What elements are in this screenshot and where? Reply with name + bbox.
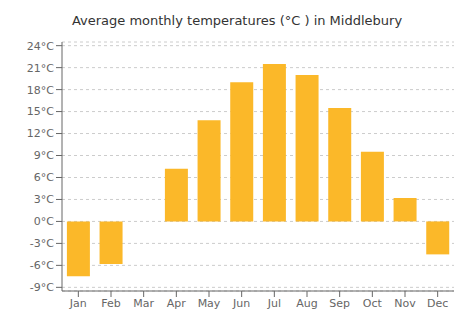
svg-text:18°C: 18°C xyxy=(27,84,54,97)
svg-text:9°C: 9°C xyxy=(34,149,54,162)
svg-text:0°C: 0°C xyxy=(34,215,54,228)
svg-text:24°C: 24°C xyxy=(27,40,54,53)
svg-text:Sep: Sep xyxy=(329,297,350,310)
svg-text:Mar: Mar xyxy=(133,297,154,310)
svg-text:Jun: Jun xyxy=(232,297,250,310)
svg-text:Oct: Oct xyxy=(363,297,383,310)
svg-text:21°C: 21°C xyxy=(27,62,54,75)
svg-text:12°C: 12°C xyxy=(27,127,54,140)
html-text:Average monthly temperatures (: Average monthly temperatures (°C ) in Mi… xyxy=(71,13,403,28)
svg-text:3°C: 3°C xyxy=(34,193,54,206)
svg-text:15°C: 15°C xyxy=(27,105,54,118)
svg-text:Dec: Dec xyxy=(427,297,448,310)
svg-text:6°C: 6°C xyxy=(34,171,54,184)
svg-text:Apr: Apr xyxy=(167,297,187,310)
svg-text:May: May xyxy=(198,297,221,310)
svg-text:Feb: Feb xyxy=(101,297,120,310)
svg-text:Jul: Jul xyxy=(267,297,281,310)
svg-text:-9°C: -9°C xyxy=(30,281,54,294)
svg-text:-6°C: -6°C xyxy=(30,259,54,272)
svg-text:-3°C: -3°C xyxy=(30,237,54,250)
svg-text:Jan: Jan xyxy=(69,297,87,310)
svg-text:Nov: Nov xyxy=(394,297,416,310)
svg-text:Aug: Aug xyxy=(296,297,317,310)
